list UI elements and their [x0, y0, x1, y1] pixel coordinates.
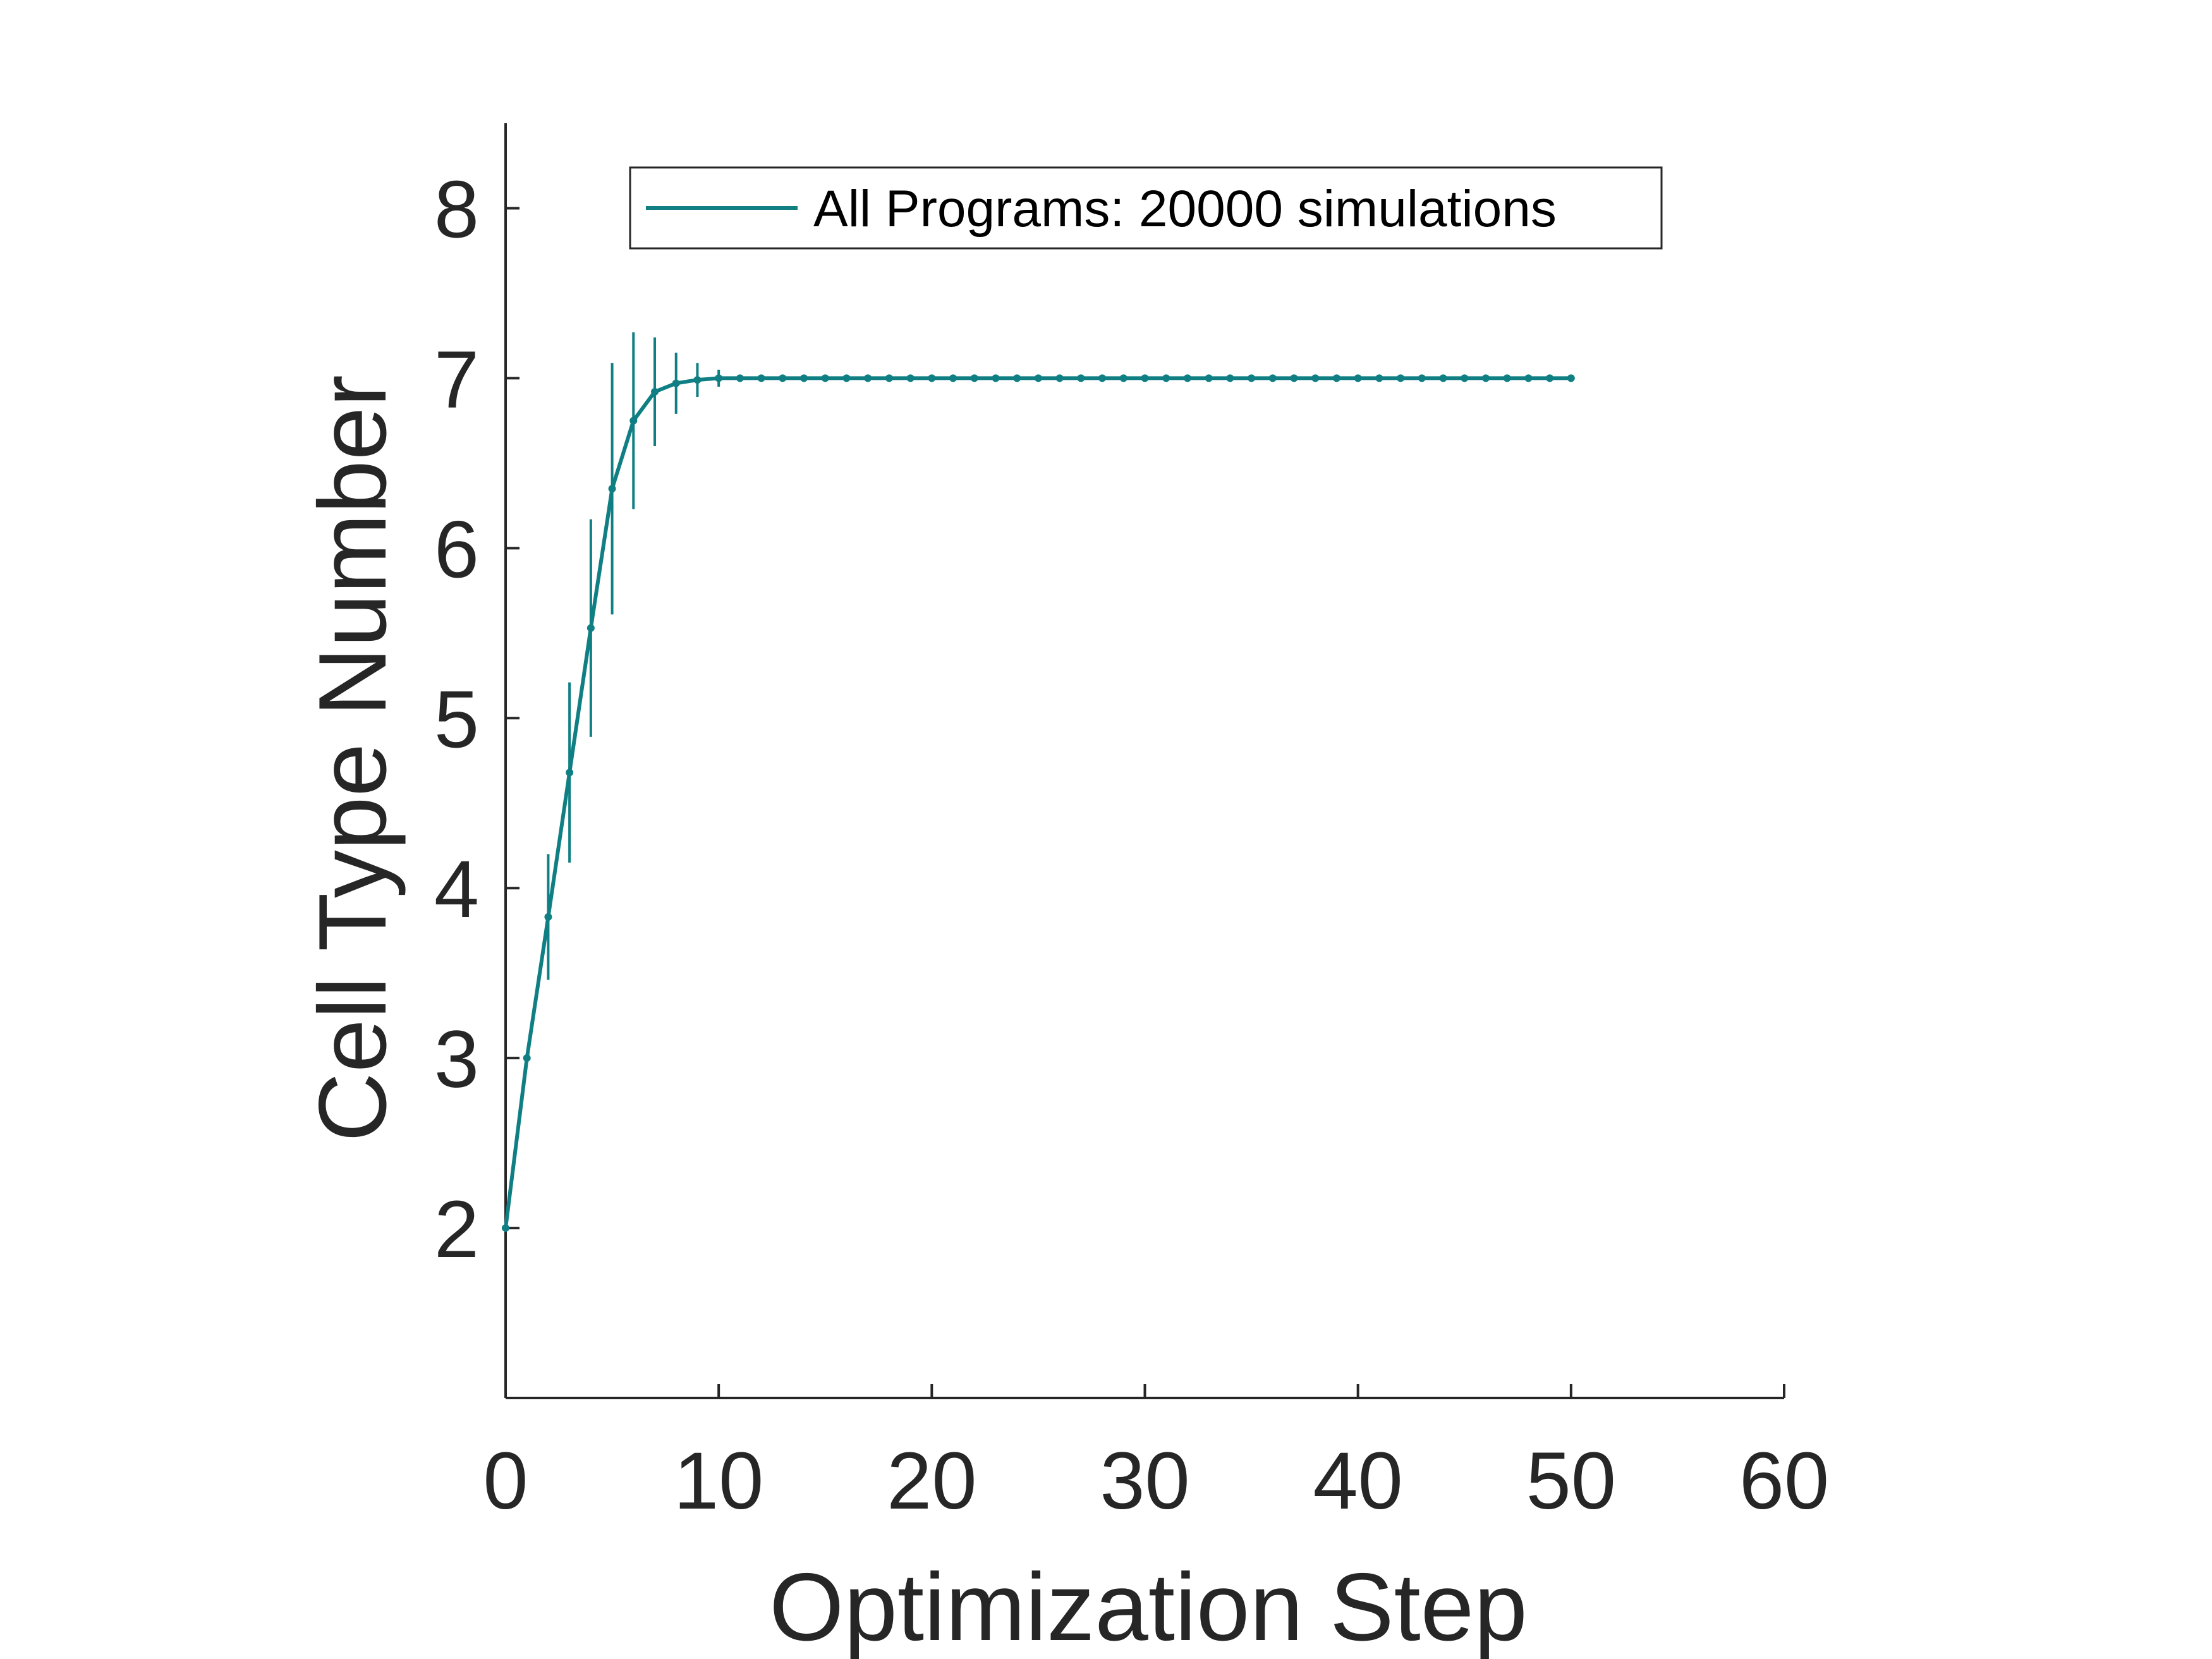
- y-tick-label: 2: [434, 1184, 479, 1275]
- data-point: [906, 374, 915, 382]
- data-point: [757, 374, 765, 382]
- data-point: [992, 374, 1000, 382]
- data-point: [1397, 374, 1405, 382]
- legend-box: [629, 166, 1663, 250]
- data-point: [523, 1054, 531, 1062]
- x-tick-label: 0: [483, 1436, 528, 1526]
- data-point: [885, 374, 893, 382]
- series-line: [504, 376, 1571, 1229]
- plot-area: [502, 332, 1575, 1232]
- data-point: [1354, 374, 1362, 382]
- data-point: [629, 416, 638, 425]
- data-point: [1332, 374, 1340, 382]
- axes: 0 10 20 30 40 50 60 2 3 4 5 6 7 8: [434, 123, 1829, 1526]
- x-ticks: 0 10 20 30 40 50 60: [483, 1384, 1829, 1526]
- data-point: [821, 374, 829, 382]
- data-point: [1013, 374, 1021, 382]
- data-point: [1290, 374, 1298, 382]
- data-point: [1248, 374, 1256, 382]
- data-point: [800, 374, 808, 382]
- y-tick-label: 3: [434, 1014, 479, 1105]
- data-point: [970, 374, 978, 382]
- x-axis-title: Optimization Step: [769, 1553, 1528, 1659]
- data-point: [651, 387, 659, 396]
- x-tick-label: 40: [1313, 1436, 1402, 1526]
- data-point: [715, 374, 723, 382]
- data-point: [1439, 374, 1447, 382]
- data-point: [736, 374, 744, 382]
- data-point: [1268, 374, 1277, 382]
- y-tick-label: 6: [434, 504, 479, 595]
- data-point: [544, 913, 552, 921]
- data-point: [1567, 374, 1575, 382]
- data-point: [1503, 374, 1511, 382]
- data-point: [672, 379, 680, 387]
- data-point: [1481, 374, 1490, 382]
- data-point: [842, 374, 851, 382]
- data-point: [1055, 374, 1064, 382]
- x-tick-label: 60: [1739, 1436, 1829, 1526]
- data-point: [586, 624, 595, 632]
- data-point: [1375, 374, 1383, 382]
- legend: All Programs: 20000 simulations: [629, 166, 1663, 250]
- data-point: [1162, 374, 1170, 382]
- data-point: [693, 376, 702, 384]
- y-ticks: 2 3 4 5 6 7 8: [434, 164, 520, 1275]
- data-point: [1311, 374, 1320, 382]
- data-point: [566, 769, 574, 777]
- data-point: [949, 374, 957, 382]
- data-point: [1098, 374, 1107, 382]
- data-point: [1119, 374, 1127, 382]
- series: [502, 332, 1575, 1232]
- data-point: [502, 1224, 509, 1232]
- data-point: [1077, 374, 1085, 382]
- data-point: [1524, 374, 1533, 382]
- y-tick-label: 4: [434, 844, 479, 935]
- data-point: [1205, 374, 1213, 382]
- data-point: [1034, 374, 1042, 382]
- x-tick-label: 30: [1100, 1436, 1189, 1526]
- data-point: [1461, 374, 1469, 382]
- y-tick-label: 5: [434, 674, 479, 765]
- legend-label: All Programs: 20000 simulations: [813, 180, 1557, 238]
- data-point: [1546, 374, 1554, 382]
- data-point: [864, 374, 872, 382]
- data-point: [608, 485, 616, 493]
- x-tick-label: 50: [1526, 1436, 1616, 1526]
- data-point: [1226, 374, 1234, 382]
- x-tick-label: 20: [887, 1436, 976, 1526]
- data-point: [779, 374, 787, 382]
- y-tick-label: 7: [434, 334, 479, 425]
- data-point: [1418, 374, 1426, 382]
- y-tick-label: 8: [434, 164, 479, 255]
- y-axis-title: Cell Type Number: [299, 375, 406, 1142]
- data-point: [928, 374, 936, 382]
- data-point: [1141, 374, 1149, 382]
- x-tick-label: 10: [674, 1436, 763, 1526]
- data-point: [1183, 374, 1191, 382]
